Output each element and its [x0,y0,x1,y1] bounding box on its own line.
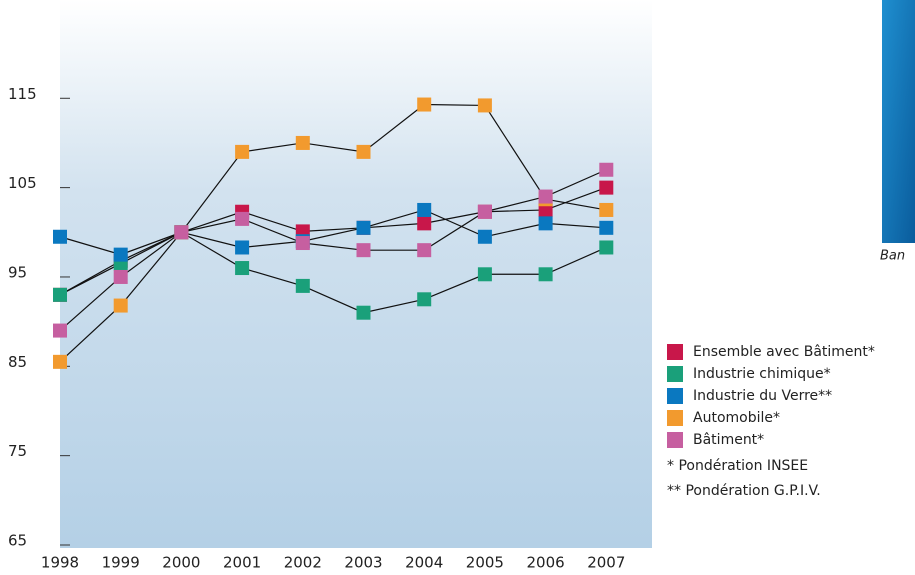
legend-label: Bâtiment* [693,432,764,448]
point-marker [356,305,371,320]
x-tick-label: 2001 [223,554,261,572]
point-marker [599,162,614,177]
point-marker [417,97,432,112]
point-marker [417,216,432,231]
point-marker [174,225,189,240]
legend-swatch [667,432,683,448]
point-marker [235,211,250,226]
point-marker [113,247,128,262]
point-marker [417,202,432,217]
footnote: ** Pondération G.P.I.V. [667,483,821,499]
series-line [59,209,607,256]
point-marker [599,220,614,235]
legend-swatch [667,366,683,382]
legend-swatch [667,388,683,404]
legend-swatch [667,410,683,426]
point-marker [477,267,492,282]
point-marker [53,287,67,302]
x-tick-label: 2006 [527,554,565,572]
point-marker [538,216,553,231]
x-tick-label: 2000 [162,554,200,572]
legend-label: Industrie chimique* [693,366,831,382]
legend-label: Industrie du Verre** [693,388,832,404]
point-marker [53,229,67,244]
point-marker [599,240,614,255]
legend-label: Automobile* [693,410,780,426]
series-line [59,103,607,363]
point-marker [295,278,310,293]
legend-swatch [667,344,683,360]
point-marker [477,229,492,244]
point-marker [417,243,432,258]
point-marker [477,204,492,219]
point-marker [538,267,553,282]
point-marker [356,243,371,258]
point-marker [356,220,371,235]
y-tick-label: 95 [8,263,27,281]
x-tick-label: 2004 [405,554,443,572]
point-marker [113,269,128,284]
legend-label: Ensemble avec Bâtiment* [693,344,875,360]
series-line [59,187,607,296]
point-marker [113,298,128,313]
y-tick-label: 75 [8,442,27,460]
point-marker [599,202,614,217]
point-marker [235,261,250,276]
point-marker [235,144,250,159]
point-marker [235,240,250,255]
point-marker [538,189,553,204]
point-marker [599,180,614,195]
x-tick-label: 2005 [466,554,504,572]
y-tick-label: 115 [8,85,37,103]
y-tick-label: 85 [8,353,27,371]
x-tick-label: 1998 [41,554,79,572]
plot-background [60,0,652,548]
point-marker [295,236,310,251]
point-marker [53,323,67,338]
point-marker [53,354,67,369]
x-tick-label: 1999 [102,554,140,572]
series-line [59,231,607,314]
point-marker [477,98,492,113]
point-marker [356,144,371,159]
x-tick-label: 2003 [344,554,382,572]
series-line [59,169,607,332]
side-caption: Ban [880,249,905,264]
side-image [882,0,915,243]
footnote: * Pondération INSEE [667,458,808,474]
point-marker [417,292,432,307]
point-marker [538,202,553,217]
x-tick-label: 2007 [587,554,625,572]
x-tick-label: 2002 [284,554,322,572]
y-tick-label: 65 [8,532,27,550]
y-tick-label: 105 [8,174,37,192]
point-marker [295,135,310,150]
